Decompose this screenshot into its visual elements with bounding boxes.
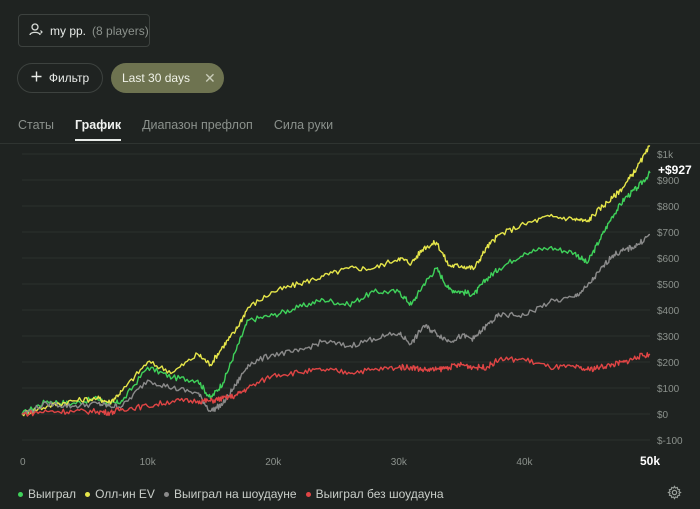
- tab-graph[interactable]: График: [75, 118, 122, 141]
- tab-preflop-range[interactable]: Диапазон префлоп: [142, 118, 253, 132]
- chart-lines: [21, 145, 651, 417]
- legend-dot: [163, 491, 169, 497]
- y-tick-label: $700: [657, 228, 680, 239]
- player-name: my pp.: [50, 23, 87, 38]
- player-selector[interactable]: my pp. (8 players): [18, 14, 150, 47]
- x-tick-label: 20k: [265, 457, 282, 468]
- series-line: [21, 170, 651, 415]
- filter-label: Фильтр: [48, 71, 90, 85]
- y-tick-label: $600: [657, 254, 680, 265]
- y-axis-ticks: $-100 $0 $100 $200 $300 $400 $500 $600 $700 $800 $…: [657, 150, 683, 447]
- legend-label: Олл-ин EV: [95, 487, 155, 501]
- series-line: [21, 233, 650, 415]
- y-tick-label: $-100: [657, 436, 683, 447]
- x-tick-label: 50k: [640, 454, 660, 468]
- legend-label: Выиграл без шоудауна: [315, 487, 444, 501]
- legend-item-won[interactable]: Выиграл: [18, 487, 76, 501]
- x-tick-label: 0: [20, 457, 26, 468]
- plus-icon: [31, 71, 42, 85]
- y-tick-label: $1k: [657, 150, 674, 161]
- legend-dot: [305, 491, 311, 497]
- chart-legend: Выиграл Олл-ин EV Выиграл на шоудауне Вы…: [18, 487, 453, 501]
- date-range-chip[interactable]: Last 30 days ✕: [111, 63, 224, 93]
- gear-icon[interactable]: [667, 485, 682, 500]
- date-range-label: Last 30 days: [122, 71, 191, 85]
- final-value-label: +$927: [658, 163, 692, 177]
- series-line: [21, 352, 651, 417]
- legend-dot: [18, 491, 23, 497]
- y-tick-label: $0: [657, 410, 669, 421]
- chart-grid: [22, 153, 650, 441]
- y-tick-label: $200: [657, 358, 680, 369]
- x-tick-label: 40k: [516, 457, 533, 468]
- y-tick-label: $100: [657, 384, 680, 395]
- x-axis-ticks: 0 10k 20k 30k 40k 50k: [20, 454, 660, 468]
- player-count: (8 players): [92, 23, 149, 38]
- y-tick-label: $400: [657, 306, 680, 317]
- players-icon: [29, 22, 44, 40]
- legend-label: Выиграл: [28, 487, 77, 501]
- winnings-chart: $-100 $0 $100 $200 $300 $400 $500 $600 $700 $800 $…: [20, 145, 692, 468]
- legend-item-allin-ev[interactable]: Олл-ин EV: [85, 487, 155, 501]
- x-tick-label: 10k: [140, 457, 157, 468]
- x-tick-label: 30k: [391, 457, 408, 468]
- y-tick-label: $900: [657, 176, 680, 187]
- y-tick-label: $500: [657, 280, 680, 291]
- series-line: [21, 145, 651, 417]
- legend-item-non-showdown[interactable]: Выиграл без шоудауна: [305, 487, 444, 501]
- legend-item-showdown[interactable]: Выиграл на шоудауне: [163, 487, 297, 501]
- add-filter-button[interactable]: Фильтр: [17, 63, 103, 93]
- tab-bar: Статы График Диапазон префлоп Сила руки: [18, 118, 354, 141]
- y-tick-label: $800: [657, 202, 680, 213]
- divider: [0, 143, 700, 144]
- legend-dot: [85, 491, 91, 497]
- tab-hand-strength[interactable]: Сила руки: [273, 118, 334, 132]
- close-icon[interactable]: ✕: [204, 69, 216, 86]
- tab-stats[interactable]: Статы: [18, 118, 54, 132]
- legend-label: Выиграл на шоудауне: [173, 487, 297, 501]
- y-tick-label: $300: [657, 332, 680, 343]
